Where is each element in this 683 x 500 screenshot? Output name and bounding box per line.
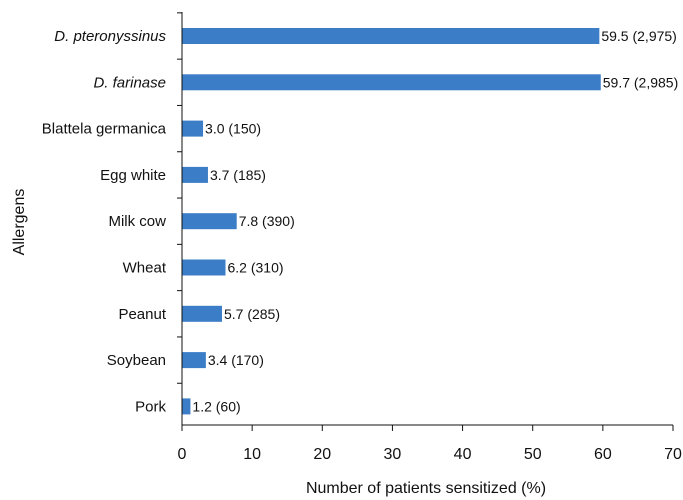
data-label: 6.2 (310) (227, 260, 283, 276)
category-label: Pork (135, 398, 166, 415)
bar (182, 259, 226, 276)
data-label: 59.7 (2,985) (603, 74, 679, 90)
x-tick-label: 10 (243, 446, 261, 463)
bar (182, 74, 601, 91)
x-axis-title: Number of patients sensitized (%) (306, 480, 546, 497)
x-tick-label: 70 (664, 446, 682, 463)
data-label: 1.2 (60) (192, 398, 240, 414)
bar (182, 213, 237, 230)
x-tick-label: 40 (454, 446, 472, 463)
category-label: Wheat (123, 260, 167, 277)
labels-layer: D. pteronyssinus 59.5 (2,975) D. farinase 5… (42, 28, 678, 415)
x-tick-label: 0 (178, 446, 187, 463)
data-label: 3.0 (150) (205, 121, 261, 137)
axes-layer: 0 10 20 30 40 50 60 70 (177, 12, 682, 463)
data-label: 7.8 (390) (239, 213, 295, 229)
category-label: D. pteronyssinus (54, 28, 166, 45)
data-label: 3.4 (170) (208, 352, 264, 368)
bar (182, 305, 222, 322)
category-label: Egg white (100, 167, 166, 184)
bar (182, 352, 206, 369)
bar (182, 28, 600, 44)
category-label: Soybean (107, 352, 166, 369)
data-label: 5.7 (285) (224, 306, 280, 322)
category-label: Peanut (118, 306, 166, 323)
bar (182, 398, 191, 415)
category-label: Milk cow (108, 213, 166, 230)
category-label: D. farinase (93, 74, 166, 91)
x-tick-label: 50 (524, 446, 542, 463)
data-label: 59.5 (2,975) (601, 28, 677, 44)
bar (182, 120, 204, 137)
y-axis-title: Allergens (11, 189, 28, 256)
data-label: 3.7 (185) (210, 167, 266, 183)
x-tick-label: 60 (594, 446, 612, 463)
category-label: Blattela germanica (42, 121, 167, 138)
x-tick-label: 20 (313, 446, 331, 463)
x-tick-label: 30 (384, 446, 402, 463)
bar (182, 166, 208, 183)
bars-layer (182, 28, 601, 415)
